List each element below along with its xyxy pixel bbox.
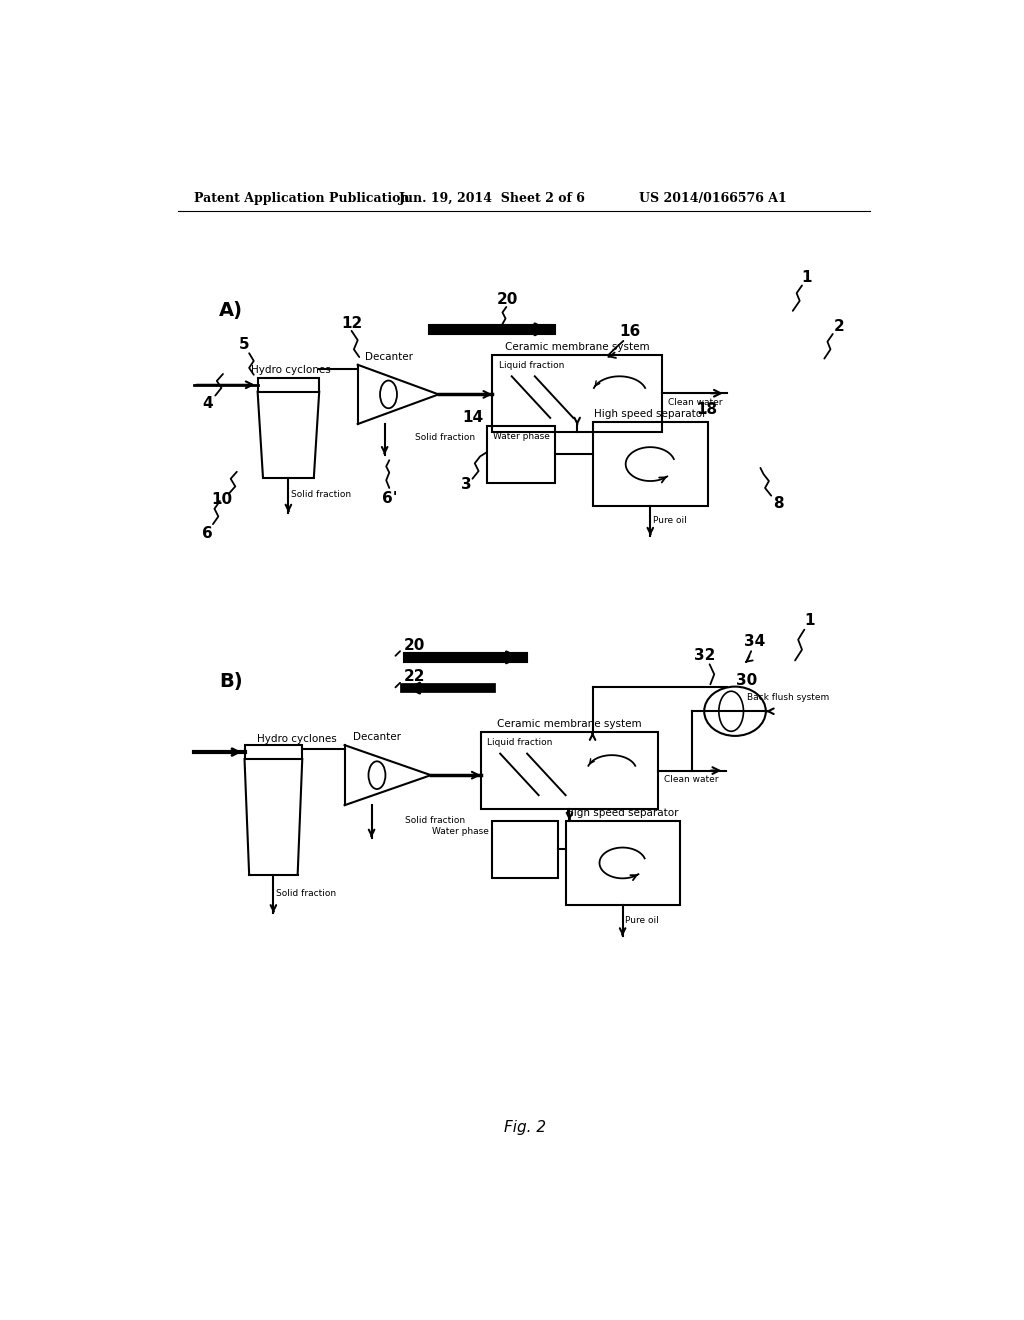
Text: Hydro cyclones: Hydro cyclones <box>251 366 331 375</box>
Text: 1: 1 <box>802 271 812 285</box>
Text: Solid fraction: Solid fraction <box>292 491 351 499</box>
Text: Jun. 19, 2014  Sheet 2 of 6: Jun. 19, 2014 Sheet 2 of 6 <box>398 191 586 205</box>
Bar <box>481 733 658 809</box>
Text: Clean water: Clean water <box>668 399 723 407</box>
Text: 30: 30 <box>736 673 757 688</box>
Bar <box>493 355 662 432</box>
Text: Hydro cyclones: Hydro cyclones <box>257 734 336 744</box>
Text: Liquid fraction: Liquid fraction <box>487 738 552 747</box>
Bar <box>493 821 558 878</box>
Text: Water phase: Water phase <box>493 432 550 441</box>
Text: Solid fraction: Solid fraction <box>276 890 337 898</box>
Text: Decanter: Decanter <box>365 352 413 362</box>
Text: A): A) <box>219 301 243 321</box>
Bar <box>593 422 708 507</box>
Bar <box>565 821 680 906</box>
Text: 32: 32 <box>694 648 716 663</box>
Text: 14: 14 <box>462 411 483 425</box>
Text: Liquid fraction: Liquid fraction <box>499 362 564 370</box>
Text: High speed separator: High speed separator <box>594 409 707 418</box>
Text: 12: 12 <box>341 315 362 331</box>
Text: Fig. 2: Fig. 2 <box>504 1119 546 1135</box>
Text: 20: 20 <box>498 292 518 306</box>
Text: 5: 5 <box>240 337 250 352</box>
Text: 8: 8 <box>773 496 784 511</box>
Text: Water phase: Water phase <box>432 826 488 836</box>
Text: Ceramic membrane system: Ceramic membrane system <box>497 719 642 730</box>
Text: 2: 2 <box>834 318 845 334</box>
Text: 20: 20 <box>403 638 425 652</box>
Text: 4: 4 <box>203 396 213 411</box>
Text: Decanter: Decanter <box>353 733 401 742</box>
Text: Patent Application Publication: Patent Application Publication <box>194 191 410 205</box>
Text: 34: 34 <box>743 635 765 649</box>
Text: Solid fraction: Solid fraction <box>416 433 475 442</box>
Text: 1: 1 <box>805 612 815 628</box>
Bar <box>245 744 302 759</box>
Text: Clean water: Clean water <box>665 775 719 784</box>
Text: 16: 16 <box>618 325 640 339</box>
Text: Solid fraction: Solid fraction <box>404 816 465 825</box>
Bar <box>487 425 555 483</box>
Text: B): B) <box>219 672 243 692</box>
Text: 22: 22 <box>403 669 425 684</box>
Text: 18: 18 <box>696 401 717 417</box>
Text: 10: 10 <box>211 492 232 507</box>
Text: US 2014/0166576 A1: US 2014/0166576 A1 <box>639 191 786 205</box>
Text: Ceramic membrane system: Ceramic membrane system <box>505 342 649 352</box>
Text: High speed separator: High speed separator <box>566 808 679 818</box>
Text: 6': 6' <box>382 491 397 507</box>
Bar <box>258 378 319 392</box>
Text: Back flush system: Back flush system <box>746 693 828 702</box>
Text: Pure oil: Pure oil <box>625 916 658 925</box>
Text: Pure oil: Pure oil <box>652 516 686 525</box>
Text: 6: 6 <box>202 525 213 541</box>
Text: 3: 3 <box>461 478 472 492</box>
